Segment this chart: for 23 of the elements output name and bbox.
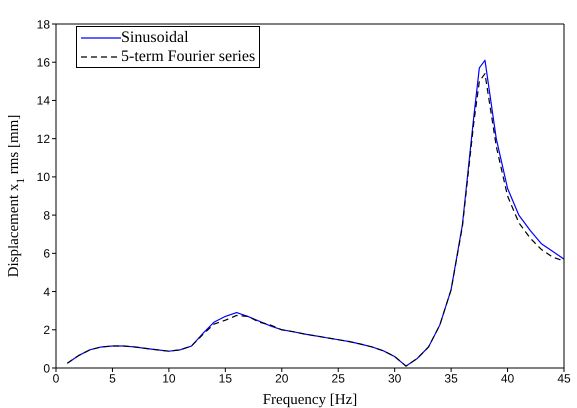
x-tick-label: 30 [388,372,402,386]
x-tick-label: 45 [557,372,571,386]
x-tick-label: 25 [332,372,346,386]
y-tick-label: 8 [43,208,50,222]
x-tick-label: 5 [109,372,116,386]
y-tick-label: 10 [36,170,50,184]
y-tick-label: 12 [36,132,50,146]
y-tick-label: 14 [36,94,50,108]
x-tick-label: 10 [162,372,176,386]
x-tick-label: 0 [52,372,60,386]
y-tick-label: 16 [36,55,50,70]
x-tick-label: 40 [500,372,515,386]
legend-label: Sinusoidal [121,28,189,47]
y-tick-label: 2 [43,323,50,338]
legend-label: 5-term Fourier series [121,47,256,66]
x-axis-title: Frequency [Hz] [262,392,358,408]
y-tick-label: 0 [43,361,50,376]
x-tick-label: 15 [218,372,232,386]
y-tick-label: 6 [43,246,50,261]
x-tick-label: 35 [444,372,458,386]
y-tick-label: 4 [43,284,50,299]
x-tick-label: 20 [275,372,289,386]
y-tick-label: 18 [36,17,50,32]
